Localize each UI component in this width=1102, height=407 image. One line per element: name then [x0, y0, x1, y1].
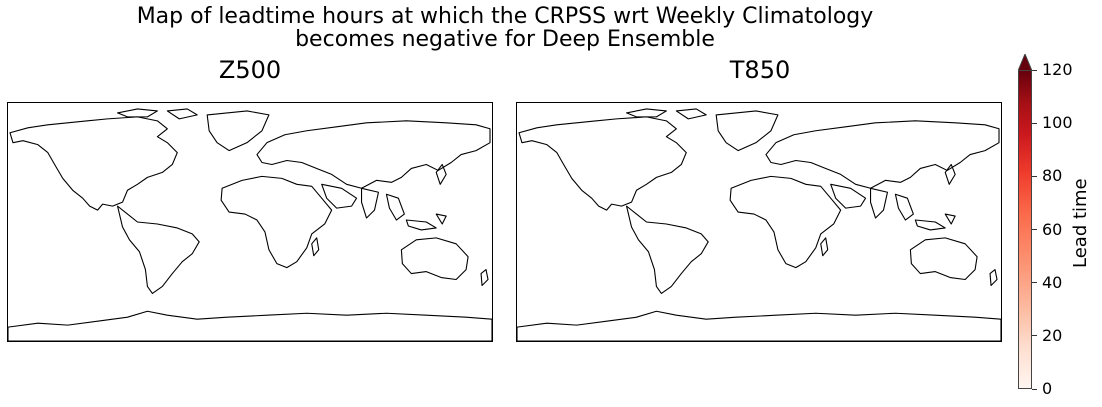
figure-title-line2: becomes negative for Deep Ensemble [295, 27, 715, 52]
coastline-map-t850 [517, 108, 1001, 341]
colorbar-tick-label: 60 [1042, 219, 1063, 239]
colorbar-tick [1032, 388, 1037, 390]
colorbar-tick [1032, 335, 1037, 337]
colorbar-tick [1032, 175, 1037, 177]
colorbar-tick-label: 120 [1042, 60, 1073, 79]
colorbar-label: Lead time [1070, 178, 1091, 268]
colorbar-tick-label: 40 [1042, 272, 1063, 292]
colorbar-tick-label: 80 [1042, 166, 1063, 186]
figure-title-line1: Map of leadtime hours at which the CRPSS… [136, 4, 874, 29]
panel-title-t850: T850 [729, 56, 791, 84]
colorbar-tick [1032, 122, 1037, 124]
coastline-map-z500 [8, 108, 492, 341]
coastlines [517, 108, 1001, 341]
panel-title-z500: Z500 [218, 56, 282, 84]
colorbar [1018, 70, 1032, 389]
colorbar-tick-label: 20 [1042, 325, 1063, 345]
world-map-t850 [516, 102, 1002, 342]
colorbar-tick-label: 100 [1042, 113, 1073, 133]
colorbar-tick [1032, 69, 1037, 71]
coastlines [8, 108, 492, 341]
colorbar-tick-label: 0 [1042, 379, 1053, 398]
colorbar-tick [1032, 282, 1037, 284]
world-map-z500 [7, 102, 493, 342]
colorbar-extend-arrow [1018, 54, 1032, 71]
colorbar-tick [1032, 229, 1037, 230]
